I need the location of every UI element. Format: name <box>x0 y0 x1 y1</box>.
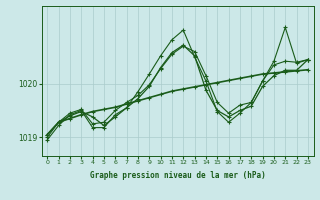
X-axis label: Graphe pression niveau de la mer (hPa): Graphe pression niveau de la mer (hPa) <box>90 171 266 180</box>
